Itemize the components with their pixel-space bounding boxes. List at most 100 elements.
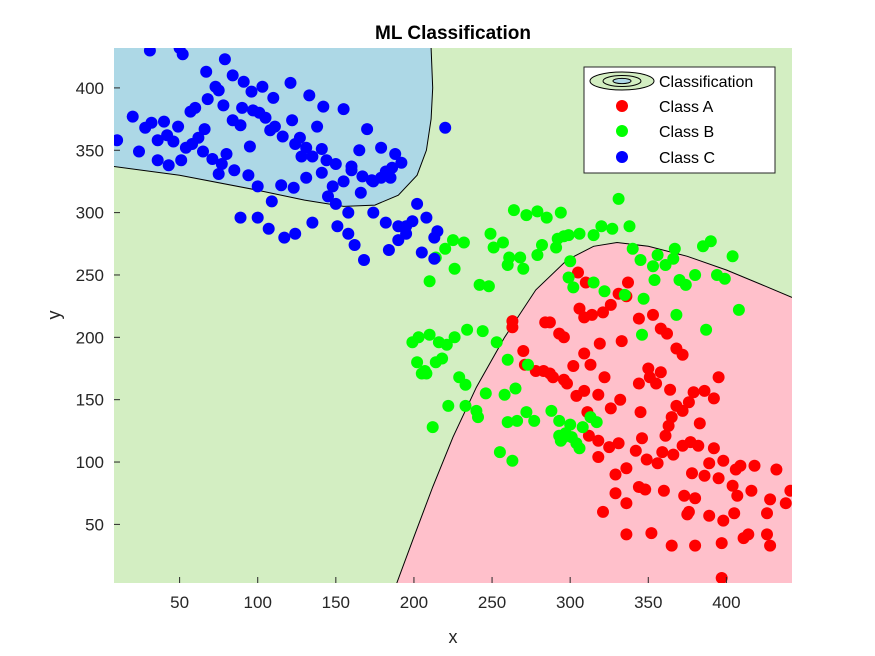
class-a-point: [717, 514, 730, 527]
class-b-point: [411, 356, 424, 369]
y-axis-label: y: [44, 311, 64, 320]
class-c-point: [389, 148, 402, 160]
legend-marker-class-c: [616, 151, 628, 163]
class-a-point: [603, 441, 616, 454]
class-a-point: [784, 484, 792, 497]
x-tick-label: 50: [170, 593, 189, 612]
class-b-point: [498, 388, 511, 401]
class-b-point: [648, 274, 661, 286]
class-c-point: [356, 170, 369, 183]
class-c-point: [431, 225, 444, 238]
class-c-point: [317, 100, 330, 113]
legend-classification-icon: [589, 71, 655, 91]
class-c-point: [342, 227, 355, 240]
y-tick-label: 50: [85, 515, 104, 534]
class-c-point: [234, 119, 247, 132]
class-b-point: [623, 220, 636, 233]
class-c-point: [253, 106, 266, 119]
class-a-point: [682, 396, 695, 409]
class-a-point: [686, 467, 698, 480]
class-b-point: [490, 336, 503, 349]
class-a-point: [567, 360, 580, 372]
class-c-point: [184, 105, 197, 118]
class-a-point: [547, 371, 559, 384]
class-c-point: [220, 148, 233, 160]
class-b-point: [557, 230, 570, 243]
class-a-point: [593, 337, 606, 350]
class-b-point: [436, 352, 449, 365]
class-b-point: [595, 220, 608, 233]
class-b-point: [540, 211, 553, 224]
class-b-point: [461, 323, 474, 336]
class-c-point: [311, 120, 324, 133]
class-a-point: [728, 507, 741, 520]
class-c-point: [331, 220, 344, 233]
class-c-point: [275, 179, 288, 192]
class-c-point: [375, 141, 388, 154]
class-c-point: [151, 154, 164, 167]
legend: Classification Class A Class B Class C: [583, 66, 776, 174]
class-b-point: [439, 242, 452, 255]
class-b-point: [554, 206, 567, 219]
class-b-point: [704, 235, 717, 248]
class-c-point: [315, 166, 328, 179]
class-b-point: [573, 442, 586, 455]
class-a-point: [620, 462, 633, 475]
class-b-point: [531, 249, 544, 261]
class-a-point: [734, 459, 747, 472]
class-b-point: [562, 271, 575, 284]
legend-label-classification: Classification: [659, 74, 753, 91]
class-c-point: [420, 211, 433, 224]
class-a-point: [715, 572, 728, 583]
class-c-point: [151, 134, 164, 147]
class-b-point: [651, 249, 664, 261]
class-a-point: [557, 331, 570, 344]
class-c-point: [143, 48, 156, 57]
class-a-point: [726, 479, 739, 492]
class-b-point: [487, 241, 500, 254]
class-c-point: [303, 89, 316, 102]
class-a-point: [689, 492, 702, 505]
class-b-point: [507, 204, 520, 217]
class-a-point: [693, 417, 706, 430]
x-tick-label: 350: [634, 593, 662, 612]
class-c-point: [267, 91, 280, 104]
class-a-point: [582, 429, 595, 442]
class-a-point: [615, 335, 628, 348]
class-c-point: [367, 206, 380, 219]
class-b-point: [426, 421, 439, 434]
class-c-point: [197, 145, 209, 158]
class-c-point: [265, 195, 278, 208]
class-c-point: [411, 197, 424, 210]
class-b-point: [479, 387, 492, 400]
class-b-point: [448, 262, 461, 275]
class-c-point: [264, 124, 277, 137]
class-a-point: [770, 463, 783, 476]
class-a-point: [614, 393, 627, 406]
class-a-point: [745, 484, 758, 497]
data-points: [114, 48, 792, 583]
class-a-point: [715, 537, 728, 550]
class-c-point: [251, 180, 264, 193]
class-c-point: [126, 110, 139, 123]
class-b-point: [522, 358, 534, 371]
class-c-point: [326, 180, 339, 193]
class-c-point: [192, 131, 205, 144]
class-a-point: [676, 404, 689, 417]
class-a-point: [584, 358, 597, 371]
x-tick-label: 150: [322, 593, 350, 612]
class-b-point: [718, 272, 731, 285]
class-b-point: [612, 192, 625, 205]
class-c-point: [236, 101, 249, 114]
class-c-point: [428, 252, 441, 265]
class-c-point: [251, 211, 264, 224]
class-a-point: [597, 505, 609, 518]
class-b-point: [670, 308, 683, 321]
class-a-point: [698, 469, 711, 482]
class-b-point: [511, 414, 524, 427]
class-b-point: [564, 255, 577, 268]
class-a-point: [620, 528, 633, 541]
class-a-point: [640, 453, 653, 466]
class-a-point: [632, 312, 645, 325]
